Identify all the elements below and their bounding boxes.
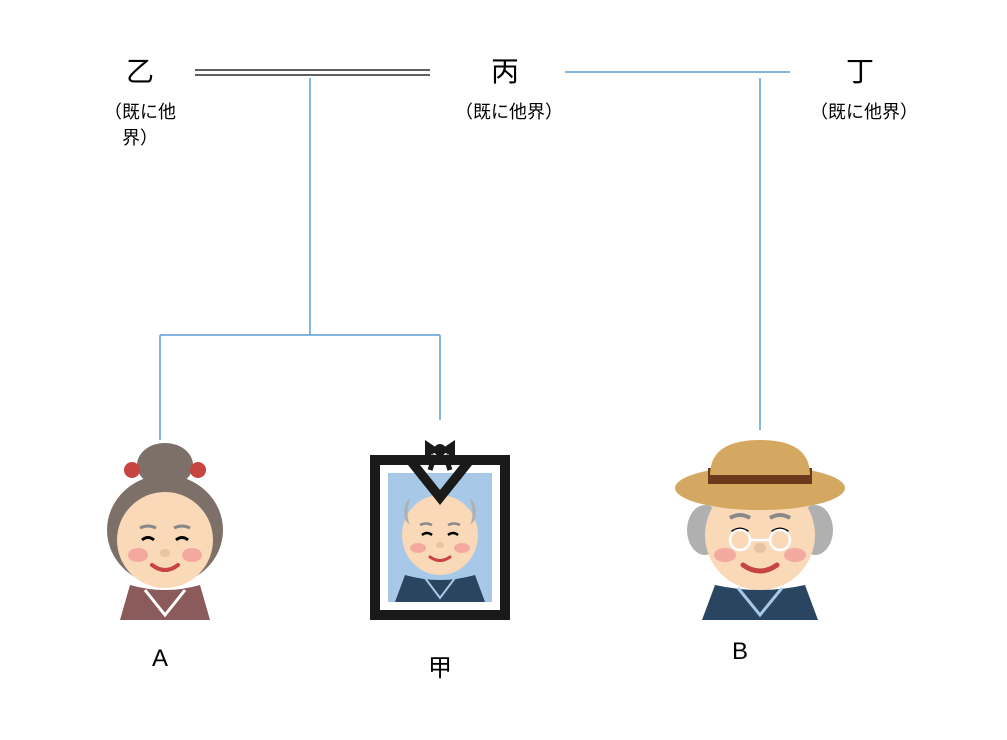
parent-otsu-label: 乙 bbox=[100, 50, 180, 90]
parent-tei-status: （既に他界） bbox=[810, 98, 910, 124]
parent-tei: 丁 （既に他界） bbox=[810, 50, 910, 124]
parent-hei: 丙 （既に他界） bbox=[455, 50, 555, 124]
figure-a-elderly-woman bbox=[90, 440, 240, 620]
child-b-label: B bbox=[720, 638, 760, 666]
figure-b-elderly-man-hat bbox=[660, 420, 860, 620]
parent-otsu: 乙 （既に他界） bbox=[100, 50, 180, 150]
figure-kou-memorial-portrait bbox=[350, 420, 530, 630]
child-kou-label: 甲 bbox=[420, 648, 460, 683]
parent-otsu-status: （既に他界） bbox=[100, 98, 180, 150]
parent-hei-label: 丙 bbox=[455, 50, 555, 90]
parent-tei-label: 丁 bbox=[810, 50, 910, 90]
parent-hei-status: （既に他界） bbox=[455, 98, 555, 124]
child-a-label: A bbox=[140, 645, 180, 673]
